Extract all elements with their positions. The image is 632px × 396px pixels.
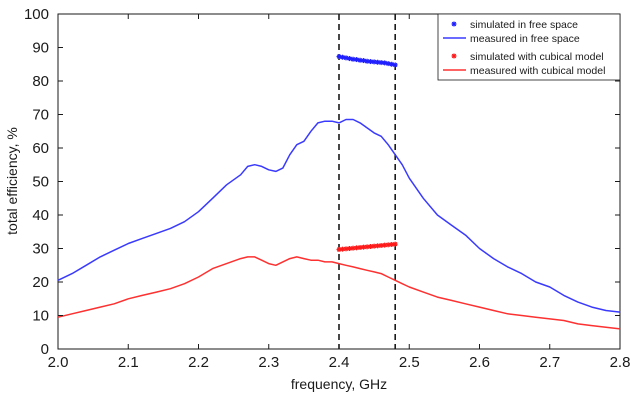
y-axis-label: total efficiency, % (4, 127, 20, 235)
series-measured-with-cubical-model (57, 256, 621, 330)
legend-box (437, 13, 621, 81)
y-tick-label: 10 (32, 308, 49, 325)
series-line (57, 118, 621, 313)
series-point (389, 61, 395, 67)
series-point (343, 55, 349, 61)
series-simulated-with-cubical-model (336, 241, 398, 253)
x-tick-label: 2.7 (539, 354, 560, 371)
legend-label: measured with cubical model (470, 65, 605, 77)
x-tick-label: 2.5 (399, 354, 420, 371)
x-tick-label: 2.2 (188, 354, 209, 371)
legend-entry: simulated in free space (451, 19, 578, 31)
x-tick-label: 2.6 (469, 354, 490, 371)
series-point (392, 241, 398, 247)
x-tick-label: 2.1 (118, 354, 139, 371)
series-point (392, 62, 398, 68)
y-tick-label: 0 (41, 341, 49, 358)
x-tick-label: 2.4 (329, 354, 350, 371)
legend-entry: measured with cubical model (443, 65, 605, 77)
series-point (364, 244, 370, 250)
legend-entry: measured in free space (443, 33, 580, 45)
series-point (354, 57, 360, 63)
series-point (357, 57, 363, 63)
series-measured-in-free-space (57, 118, 621, 313)
data-series (57, 54, 621, 330)
legend-swatch (451, 53, 457, 59)
x-tick-label: 2.8 (610, 354, 631, 371)
y-tick-label: 80 (32, 73, 49, 90)
x-axis-ticks: 2.0 2.1 2.2 2.3 2.4 2.5 2.6 2.7 2.8 (48, 14, 631, 371)
y-tick-label: 100 (24, 6, 49, 23)
x-tick-label: 2.3 (258, 354, 279, 371)
legend-label: measured in free space (470, 33, 580, 45)
y-tick-label: 50 (32, 174, 49, 191)
vertical-markers (338, 14, 397, 349)
y-axis-ticks: 0 10 20 30 40 50 60 70 80 90 100 (24, 6, 620, 358)
y-tick-label: 20 (32, 274, 49, 291)
legend: simulated in free space measured in free … (437, 13, 621, 81)
y-tick-label: 40 (32, 207, 49, 224)
series-line (57, 256, 621, 330)
series-point (340, 246, 346, 252)
legend-entry: simulated with cubical model (451, 51, 604, 63)
y-tick-label: 90 (32, 40, 49, 57)
legend-label: simulated in free space (470, 19, 578, 31)
x-tick-label: 2.0 (48, 354, 69, 371)
series-point (378, 242, 384, 248)
series-point (375, 59, 381, 65)
legend-label: simulated with cubical model (470, 51, 604, 63)
legend-swatch (451, 21, 457, 27)
series-simulated-in-free-space (336, 54, 398, 68)
x-axis-label: frequency, GHz (291, 376, 387, 392)
y-tick-label: 70 (32, 107, 49, 124)
y-tick-label: 30 (32, 241, 49, 258)
y-tick-label: 60 (32, 140, 49, 157)
